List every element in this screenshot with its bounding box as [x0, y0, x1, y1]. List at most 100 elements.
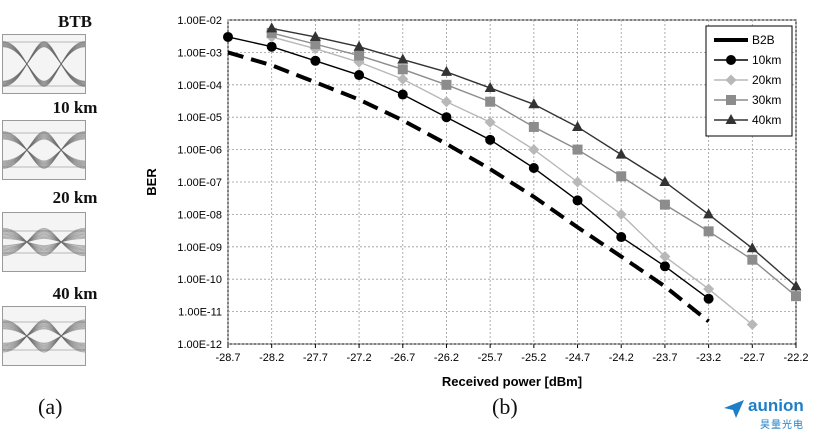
legend: B2B 10km 20km 30km 40km: [705, 25, 793, 137]
series-20km: [266, 31, 758, 330]
panel-label-a: (a): [38, 394, 63, 419]
legend-label-b2b: B2B: [752, 33, 775, 47]
data-point: [397, 73, 409, 85]
eye-diagram-10km: [2, 120, 86, 180]
data-point: [266, 22, 278, 33]
data-point: [572, 144, 583, 155]
data-point: [485, 96, 496, 107]
legend-label-40km: 40km: [752, 113, 781, 127]
x-tick-label: -24.2: [609, 352, 634, 364]
data-point: [310, 55, 321, 66]
legend-box: [705, 25, 793, 137]
x-tick-label: -22.2: [783, 352, 808, 364]
series-b2b: [227, 50, 710, 323]
data-point: [659, 261, 670, 272]
y-tick-label: 1.00E-07: [177, 177, 222, 189]
x-tick-label: -23.7: [652, 352, 677, 364]
data-point: [703, 208, 715, 219]
data-point: [441, 112, 452, 123]
y-tick-label: 1.00E-09: [177, 242, 222, 254]
ber-chart: -28.7 -28.2 -27.7 -27.2 -26.7 -26.2 -25.7 -25.2…: [144, 15, 809, 389]
data-point: [659, 251, 671, 263]
legend-marker-30km: [726, 95, 736, 105]
eye-label-20km: 20 km: [52, 188, 98, 207]
y-tick-label: 1.00E-02: [177, 15, 222, 27]
data-point: [528, 144, 540, 156]
data-point: [746, 242, 758, 253]
y-tick-label: 1.00E-12: [177, 339, 222, 351]
data-point: [659, 176, 671, 186]
data-point: [659, 199, 670, 210]
x-tick-label: -25.2: [521, 352, 546, 364]
legend-label-30km: 30km: [752, 93, 781, 107]
x-tick-label: -27.7: [303, 352, 328, 364]
logo-subtitle: 昊量光电: [760, 420, 804, 431]
data-point: [397, 89, 408, 100]
logo-name: aunion: [748, 396, 804, 415]
data-point: [790, 280, 802, 291]
data-point: [353, 40, 365, 51]
x-tick-label: -23.2: [696, 352, 721, 364]
data-point: [747, 254, 758, 265]
data-point: [616, 232, 627, 243]
x-tick-label: -28.2: [259, 352, 284, 364]
x-tick-label: -22.7: [740, 352, 765, 364]
data-point: [528, 98, 540, 109]
data-point: [266, 27, 277, 38]
x-tick-label: -25.7: [478, 352, 503, 364]
data-point: [440, 96, 452, 108]
data-point: [528, 121, 539, 132]
y-tick-label: 1.00E-06: [177, 145, 222, 157]
data-point: [572, 176, 584, 188]
data-point: [485, 134, 496, 145]
series-40km: [266, 22, 802, 291]
y-tick-label: 1.00E-03: [177, 47, 222, 59]
eye-diagram-20km: [2, 212, 86, 272]
series-line-b2b: [227, 50, 710, 323]
data-point: [266, 41, 277, 52]
legend-marker-20km: [725, 74, 737, 86]
data-point: [572, 195, 583, 206]
data-point: [703, 293, 714, 304]
eye-label-10km: 10 km: [52, 98, 98, 117]
data-point: [223, 31, 233, 42]
data-point: [310, 39, 321, 50]
logo-arrow-icon: [724, 400, 744, 418]
data-point: [354, 50, 365, 61]
x-tick-label: -26.7: [390, 352, 415, 364]
data-point: [354, 70, 365, 81]
x-tick-label: -27.2: [347, 352, 372, 364]
panel-label-b: (b): [492, 394, 518, 419]
y-tick-label: 1.00E-05: [177, 112, 222, 124]
data-point: [528, 163, 539, 174]
data-point: [484, 116, 496, 128]
data-point: [703, 226, 714, 237]
data-point: [441, 79, 452, 90]
data-point: [615, 208, 627, 220]
y-tick-label: 1.00E-10: [177, 274, 222, 286]
series-line-20km: [271, 36, 753, 326]
data-point: [397, 64, 408, 75]
data-point: [746, 318, 758, 330]
series-line-10km: [227, 36, 710, 300]
company-logo: aunion 昊量光电: [722, 396, 822, 431]
legend-label-10km: 10km: [752, 53, 781, 67]
data-point: [397, 53, 409, 64]
data-point: [615, 148, 627, 159]
data-point: [440, 65, 452, 76]
eye-diagram-btb: [2, 34, 86, 94]
x-axis-label: Received power [dBm]: [442, 374, 582, 389]
eye-label-btb: BTB: [57, 12, 93, 31]
data-point: [309, 30, 321, 41]
legend-label-20km: 20km: [752, 73, 781, 87]
data-point: [484, 81, 496, 92]
data-point: [703, 283, 715, 295]
x-tick-label: -28.7: [215, 352, 240, 364]
x-tick-label: -24.7: [565, 352, 590, 364]
y-tick-label: 1.00E-04: [177, 80, 222, 92]
x-tick-label: -26.2: [434, 352, 459, 364]
data-point: [791, 291, 801, 302]
eye-label-40km: 40 km: [52, 284, 98, 303]
data-point: [572, 120, 584, 131]
y-axis-label: BER: [144, 168, 159, 196]
